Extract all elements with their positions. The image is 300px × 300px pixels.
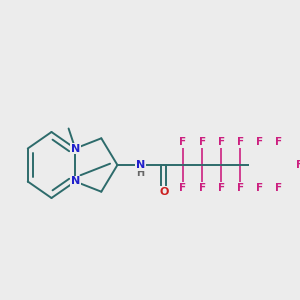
Text: F: F	[179, 137, 187, 147]
Text: F: F	[199, 137, 206, 147]
Text: F: F	[256, 137, 263, 147]
Text: F: F	[237, 137, 244, 147]
Text: F: F	[179, 183, 187, 193]
Text: F: F	[218, 183, 225, 193]
Text: O: O	[159, 187, 169, 197]
Text: F: F	[237, 183, 244, 193]
Text: F: F	[275, 137, 282, 147]
Text: H: H	[136, 168, 145, 178]
Text: F: F	[296, 160, 300, 170]
Text: N: N	[70, 176, 80, 187]
Text: N: N	[70, 143, 80, 154]
Text: F: F	[218, 137, 225, 147]
Text: F: F	[275, 183, 282, 193]
Text: F: F	[199, 183, 206, 193]
Text: N: N	[136, 160, 145, 170]
Text: F: F	[256, 183, 263, 193]
